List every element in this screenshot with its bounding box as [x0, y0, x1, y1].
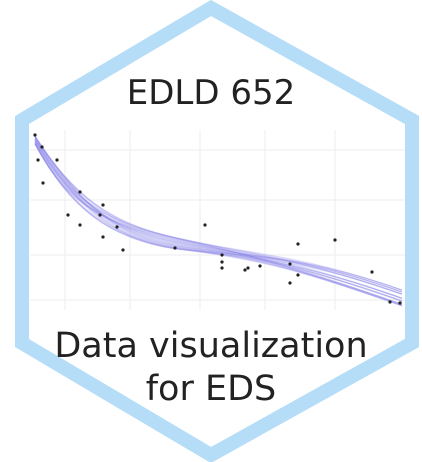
- curve: [34, 141, 403, 296]
- curve: [34, 141, 403, 293]
- point: [288, 262, 292, 266]
- point: [333, 238, 337, 242]
- point: [296, 242, 300, 246]
- curve: [34, 136, 403, 293]
- point: [41, 181, 45, 185]
- curve: [34, 143, 403, 305]
- subtitle: Data visualization: [54, 326, 367, 366]
- subtitle: for EDS: [146, 369, 277, 409]
- point: [115, 225, 119, 229]
- curve: [34, 138, 403, 306]
- curve: [34, 136, 403, 295]
- point: [66, 213, 70, 217]
- curve: [34, 139, 403, 307]
- curve: [34, 135, 403, 306]
- point: [258, 264, 262, 268]
- curve: [34, 142, 403, 307]
- point: [220, 253, 224, 257]
- curve: [34, 139, 403, 299]
- curve: [34, 140, 403, 291]
- curve: [34, 142, 403, 291]
- point: [203, 223, 207, 227]
- point: [173, 246, 177, 250]
- curve: [34, 139, 403, 302]
- curve: [34, 139, 403, 295]
- curve: [34, 142, 403, 302]
- curve: [34, 137, 403, 299]
- curve: [34, 143, 403, 302]
- point: [101, 203, 105, 207]
- point: [78, 223, 82, 227]
- curve: [34, 143, 403, 291]
- point: [40, 145, 44, 149]
- point: [98, 213, 102, 217]
- point: [220, 266, 224, 270]
- point: [33, 133, 37, 137]
- curve: [34, 143, 403, 307]
- point: [36, 158, 40, 162]
- curve: [34, 135, 403, 302]
- point: [370, 270, 374, 274]
- points: [33, 133, 402, 305]
- point: [220, 260, 224, 264]
- title: EDLD 652: [127, 73, 296, 113]
- curve: [34, 141, 403, 307]
- curve: [34, 137, 403, 291]
- fitted-curves: [34, 135, 403, 307]
- curve: [34, 135, 403, 295]
- curve: [34, 143, 403, 305]
- point: [388, 300, 392, 304]
- curve: [34, 135, 403, 302]
- grid: [30, 130, 405, 310]
- curve: [34, 138, 403, 295]
- point: [78, 190, 82, 194]
- curve: [34, 136, 403, 295]
- curve: [34, 136, 403, 306]
- curve: [34, 139, 403, 293]
- point: [101, 235, 105, 239]
- curve: [34, 143, 403, 293]
- curve: [34, 137, 403, 300]
- curve: [34, 138, 403, 307]
- point: [243, 268, 247, 272]
- curve: [34, 143, 403, 293]
- curve: [34, 135, 403, 299]
- curve: [34, 141, 403, 305]
- curve: [34, 142, 403, 291]
- point: [246, 266, 250, 270]
- point: [296, 273, 300, 277]
- point: [398, 301, 402, 305]
- curve: [34, 136, 403, 299]
- curve: [34, 140, 403, 300]
- curve: [34, 137, 403, 302]
- point: [55, 158, 59, 162]
- curve: [34, 143, 403, 307]
- hex-border: [15, 0, 419, 462]
- point: [121, 248, 125, 252]
- point: [288, 281, 292, 285]
